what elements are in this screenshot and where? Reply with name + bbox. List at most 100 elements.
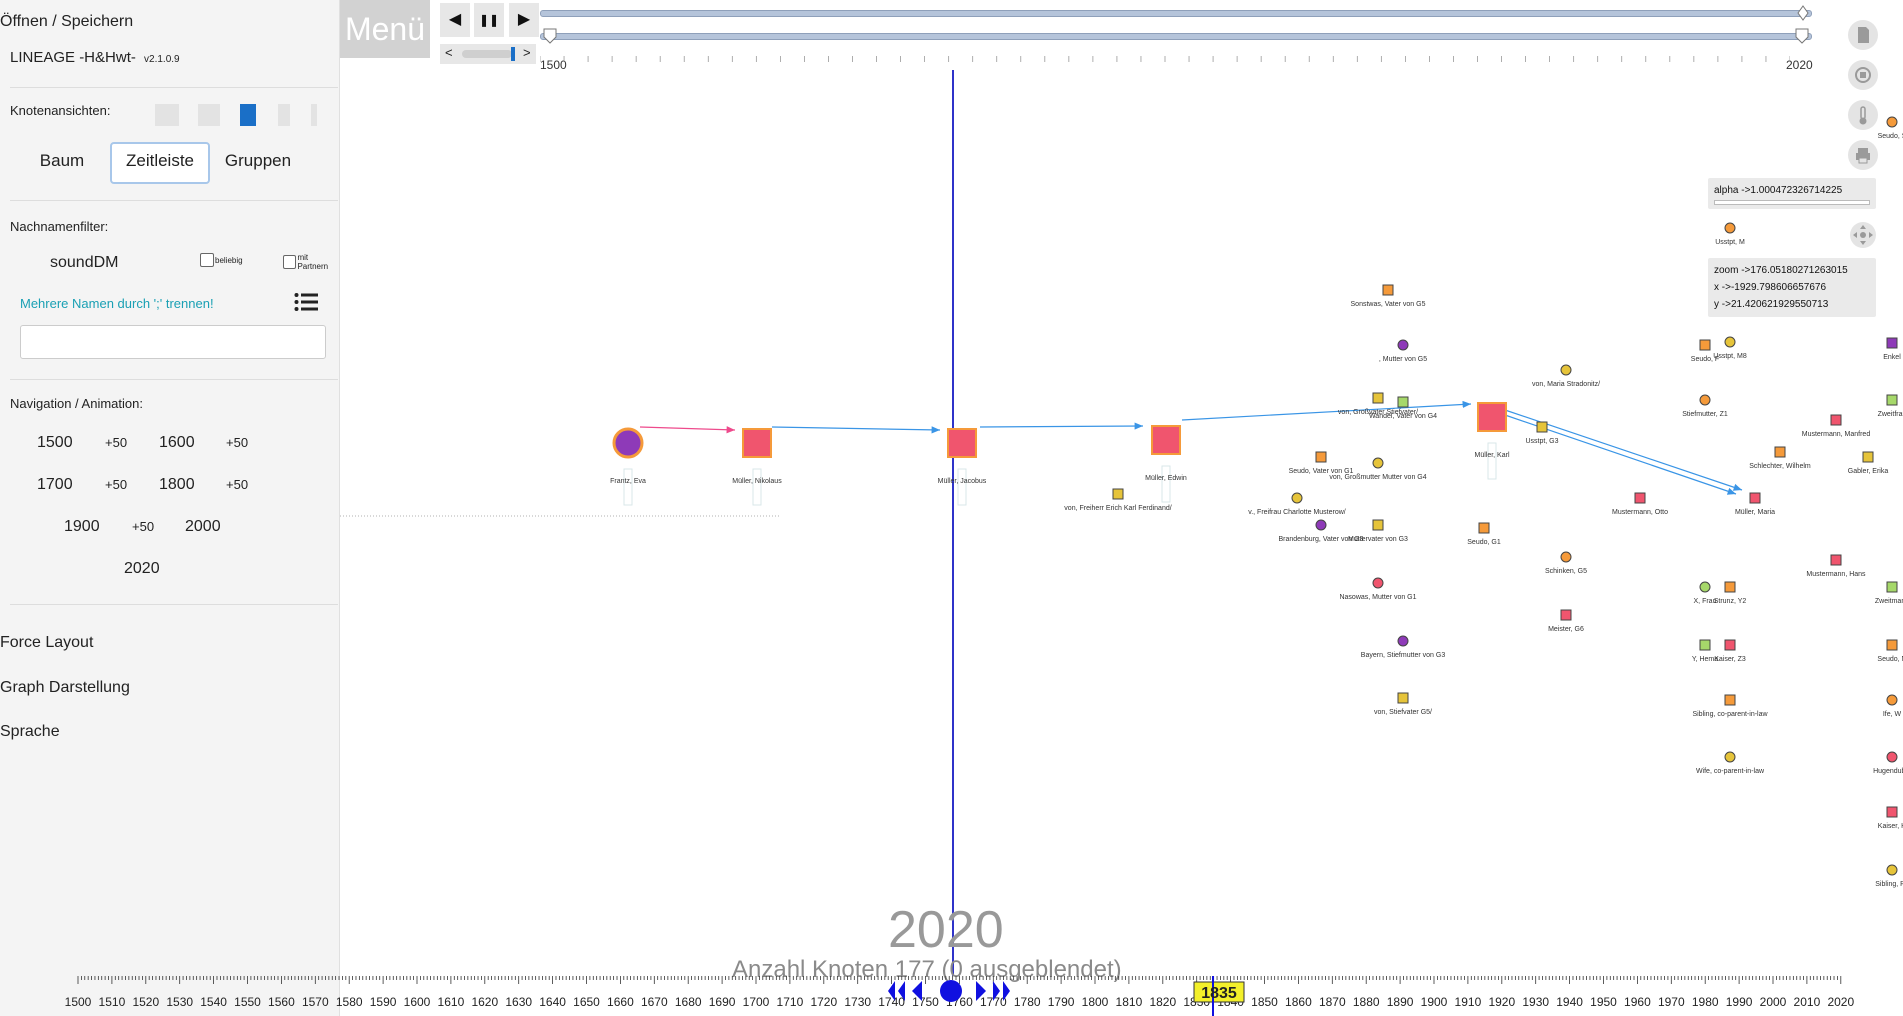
person-node[interactable]: Müller, Nikolaus — [732, 428, 782, 506]
person-node[interactable]: Usstpt, M — [1715, 222, 1745, 246]
person-node[interactable]: X, Frau — [1694, 581, 1717, 605]
language-link[interactable]: Sprache — [0, 723, 60, 740]
person-node[interactable]: v., Freifrau Charlotte Musterow/ — [1248, 492, 1346, 516]
person-node[interactable]: Schinken, G5 — [1545, 551, 1587, 575]
nav-1800-button[interactable]: 1800 — [159, 476, 195, 493]
person-node[interactable]: Wandel, Vater von G4 — [1369, 396, 1437, 420]
timeline-graph[interactable]: Frantz, Eva Müller, Nikolaus Müller, Jacob… — [340, 66, 1903, 976]
range-upper-handle[interactable] — [1797, 5, 1809, 21]
person-node[interactable]: Seudo, G1 — [1467, 522, 1501, 546]
person-node[interactable]: Gabler, Erika — [1848, 451, 1889, 475]
speed-increase-button[interactable]: > — [523, 45, 531, 60]
nav-1600-plus-button[interactable]: +50 — [226, 435, 249, 450]
open-save-link[interactable]: Öffnen / Speichern — [0, 13, 134, 30]
person-node[interactable]: von, Großvater Stiefvater/ — [1338, 392, 1418, 416]
person-node[interactable]: Enkel — [1883, 337, 1901, 361]
graph-display-link[interactable]: Graph Darstellung — [0, 679, 130, 696]
nav-1700-button[interactable]: 1700 — [37, 476, 73, 493]
tab-tree[interactable]: Baum — [39, 151, 85, 170]
pause-icon[interactable]: ❚❚ — [474, 3, 504, 37]
person-node[interactable]: Sibling, co-parent-in-law — [1692, 694, 1768, 718]
document-icon[interactable] — [1848, 20, 1878, 50]
person-node[interactable]: Usstpt, G3 — [1525, 421, 1559, 445]
nav-1900-button[interactable]: 1900 — [64, 518, 100, 535]
person-node[interactable]: Nasowas, Mutter von G1 — [1339, 577, 1417, 601]
stop-icon[interactable] — [1848, 60, 1878, 90]
nav-2020-button[interactable]: 2020 — [124, 560, 160, 577]
person-node[interactable]: Meister, G6 — [1548, 609, 1584, 633]
print-icon[interactable] — [1848, 140, 1878, 170]
person-node[interactable]: Wife, co-parent-in-law — [1696, 751, 1765, 775]
person-node[interactable]: von, Großmutter Mutter von G4 — [1329, 457, 1427, 481]
node-view-3-button[interactable] — [240, 104, 256, 126]
person-node[interactable]: , Mutter von G5 — [1379, 339, 1427, 363]
person-node[interactable]: Müller, Jacobus — [938, 428, 987, 506]
range-start-handle[interactable] — [543, 28, 557, 44]
person-node[interactable]: Brandenburg, Vater von G3 — [1278, 519, 1364, 543]
tab-groups[interactable]: Gruppen — [224, 151, 292, 170]
node-view-2-button[interactable] — [198, 104, 220, 126]
nav-1500-button[interactable]: 1500 — [37, 434, 73, 451]
force-layout-link[interactable]: Force Layout — [0, 634, 94, 651]
year-marker[interactable]: 1835 — [1193, 976, 1245, 1016]
person-node[interactable]: Muttervater von G3 — [1348, 519, 1408, 543]
person-node[interactable]: Zweitmann — [1875, 581, 1903, 605]
person-node[interactable]: Stiefmutter, Z1 — [1682, 394, 1728, 418]
tab-timeline[interactable]: Zeitleiste — [110, 142, 210, 184]
checkbox-box[interactable] — [283, 255, 297, 269]
person-node[interactable]: Mustermann, Otto — [1612, 492, 1668, 516]
bottom-year-axis[interactable]: 1500 1510 1520 1530 1540 1550 1560 1570 1580 1590… — [60, 976, 1860, 1016]
person-node[interactable]: Sibling, Pa — [1875, 864, 1903, 888]
person-node[interactable]: Seudo, F — [1691, 339, 1719, 363]
person-node[interactable]: von, Maria Stradonitz/ — [1532, 364, 1600, 388]
person-node[interactable]: Seudo, N — [1877, 639, 1903, 663]
speed-decrease-button[interactable]: < — [445, 45, 453, 60]
person-node[interactable]: Kaiser, H — [1878, 806, 1903, 830]
nav-1500-plus-button[interactable]: +50 — [105, 435, 128, 450]
nav-1900-plus-button[interactable]: +50 — [132, 519, 155, 534]
next-icon[interactable]: ▶ — [509, 3, 539, 37]
range-end-handle[interactable] — [1795, 28, 1809, 44]
person-node[interactable]: Usstpt, M8 — [1713, 336, 1747, 360]
list-icon[interactable] — [294, 292, 318, 312]
with-partners-checkbox[interactable]: mit Partnern — [283, 253, 339, 271]
prev-icon[interactable]: ◀ — [440, 3, 470, 37]
axis-playback-controls[interactable] — [888, 980, 1010, 1002]
person-node[interactable]: Mustermann, Manfred — [1802, 414, 1871, 438]
nav-2000-button[interactable]: 2000 — [185, 518, 221, 535]
nav-1800-plus-button[interactable]: +50 — [226, 477, 249, 492]
checkbox-box[interactable] — [200, 253, 214, 267]
speed-control[interactable]: < > — [440, 44, 536, 64]
menu-button[interactable]: Menü — [340, 0, 430, 58]
person-node[interactable]: Frantz, Eva — [610, 427, 646, 506]
range-slider-upper[interactable] — [540, 10, 1812, 17]
move-icon[interactable] — [1850, 222, 1876, 248]
person-node[interactable]: Hugendubel — [1873, 751, 1903, 775]
thermometer-icon[interactable] — [1848, 100, 1878, 130]
node-view-4-button[interactable] — [278, 104, 290, 126]
person-node[interactable]: von, Freiherr Erich Karl Ferdinand/ — [1064, 488, 1172, 512]
nav-1600-button[interactable]: 1600 — [159, 434, 195, 451]
range-slider-lower[interactable] — [540, 33, 1812, 40]
person-node[interactable]: Kaiser, Z3 — [1714, 639, 1746, 663]
person-node[interactable]: Seudo, Vater von G1 — [1289, 451, 1354, 475]
speed-thumb[interactable] — [511, 47, 515, 61]
person-node[interactable]: Sonstwas, Vater von G5 — [1351, 284, 1426, 308]
person-node[interactable]: Strunz, Y2 — [1714, 581, 1747, 605]
person-node[interactable]: Müller, Karl — [1474, 402, 1510, 480]
person-node[interactable]: von, Stiefvater G5/ — [1374, 692, 1432, 716]
person-node[interactable]: Zweitfrau — [1878, 394, 1903, 418]
person-node[interactable]: Ife, W — [1883, 694, 1902, 718]
person-node[interactable]: Seudo, S — [1878, 116, 1903, 140]
speed-track[interactable] — [462, 50, 512, 58]
person-node[interactable]: Müller, Maria — [1735, 492, 1775, 516]
node-view-5-button[interactable] — [311, 104, 317, 126]
person-node[interactable]: Müller, Edwin — [1145, 425, 1187, 503]
arbitrary-checkbox[interactable]: beliebig — [200, 253, 243, 267]
person-node[interactable]: Bayern, Stiefmutter von G3 — [1361, 635, 1446, 659]
names-input[interactable] — [20, 325, 326, 359]
node-view-1-button[interactable] — [155, 104, 179, 126]
person-node[interactable]: Mustermann, Hans — [1806, 554, 1866, 578]
person-node[interactable]: Schlechter, Wilhelm — [1749, 446, 1811, 470]
person-node[interactable]: Y, Hema — [1692, 639, 1718, 663]
